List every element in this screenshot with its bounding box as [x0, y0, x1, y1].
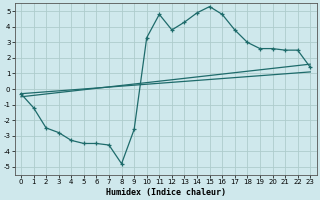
X-axis label: Humidex (Indice chaleur): Humidex (Indice chaleur): [106, 188, 226, 197]
